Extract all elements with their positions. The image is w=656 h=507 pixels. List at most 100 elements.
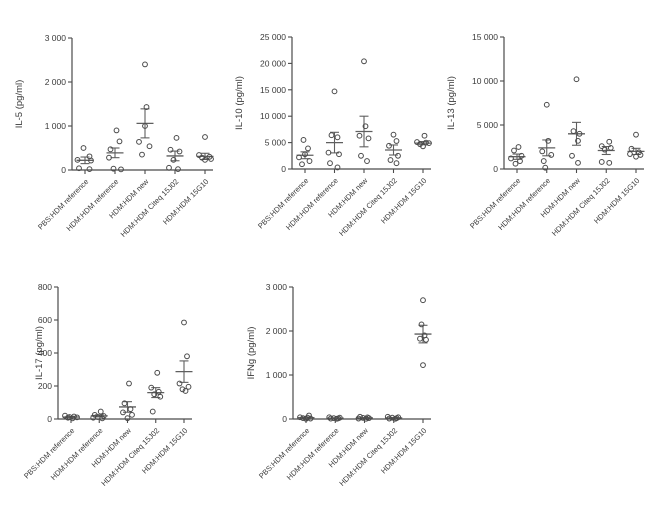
data-point [417,335,423,342]
data-point [118,166,124,173]
data-point [336,151,342,158]
data-point [358,152,364,159]
data-point [327,160,333,167]
data-point [182,388,189,394]
data-point [601,146,608,153]
data-point [575,159,581,166]
data-point [136,138,142,145]
data-point [364,158,370,164]
data-point [306,158,313,164]
data-point [393,160,400,167]
data-point [361,58,367,65]
data-point [356,132,363,139]
y-tick-label: 20 000 [260,58,286,68]
data-point [575,137,581,144]
data-point [539,148,546,155]
data-point [116,138,123,145]
data-point [334,164,341,171]
data-point [97,408,104,415]
data-point [607,144,614,151]
data-point [157,393,164,400]
data-point [299,161,305,168]
data-point [569,152,575,159]
x-tick-label: HDM:HDM reference [496,176,552,232]
data-point [69,415,76,422]
y-tick-label: 10 000 [260,111,286,121]
data-point [423,139,429,146]
data-point [142,123,148,129]
data-point [325,149,332,156]
data-point [570,128,577,135]
data-point [90,414,97,421]
data-point [148,384,155,391]
data-point [598,143,605,150]
y-tick-label: 5 000 [265,138,287,148]
x-tick-label: PBS:HDM reference [256,176,310,230]
data-point [393,138,400,144]
error-bar [414,324,432,344]
y-tick-label: 0 [61,165,66,175]
y-tick-label: 0 [281,164,286,174]
chart-il13: IL-13 (pg/ml) 0 5 000 10 000 15 000 PBS:HDM r… [446,32,645,238]
error-bar [76,156,94,165]
data-point [107,146,114,153]
y-tick-label: 1 000 [266,370,288,380]
x-tick-label: HDM:HDM reference [284,176,340,232]
data-point [185,383,192,390]
x-tick-label: PBS:HDM reference [36,177,90,231]
data-point [627,151,633,157]
data-point [124,415,131,422]
data-point [517,158,523,164]
data-point [139,151,145,158]
error-bar [106,147,124,159]
data-point [202,134,208,140]
data-point [154,369,161,376]
data-point [129,411,135,418]
x-tick-label: PBS:HDM reference [22,426,76,480]
data-point [518,152,525,159]
y-tick-label: 2 000 [45,77,67,87]
data-point [576,130,583,137]
y-tick-label: 0 [47,414,52,424]
data-point [421,132,428,139]
data-point [543,101,550,108]
data-point [142,61,148,68]
data-point [167,146,174,153]
data-point [86,166,93,173]
data-point [113,127,120,134]
data-point [126,380,132,387]
data-point [512,160,519,167]
data-point [423,336,429,343]
error-bar [355,115,373,148]
data-point [390,131,397,138]
data-point [302,151,308,158]
data-point [88,157,94,164]
error-bar [119,401,136,413]
y-tick-label: 0 [282,414,287,424]
data-point [606,159,613,166]
data-point [508,155,514,162]
data-point [392,415,399,422]
data-point [99,415,106,422]
y-tick-label: 0 [493,164,498,174]
y-tick-label: 10 000 [472,76,498,86]
error-bar [175,360,193,383]
data-point [106,154,112,161]
y-tick-label: 15 000 [472,32,498,42]
data-point [297,414,303,421]
data-point [151,391,158,398]
data-point [386,142,392,149]
data-point [606,138,613,145]
data-point [327,415,334,422]
data-point [628,145,635,152]
y-tick-label: 600 [38,315,52,325]
data-point [176,148,183,155]
data-point [80,145,87,151]
data-point [303,415,309,422]
data-point [74,156,81,163]
data-point [386,415,393,422]
data-point [179,386,186,393]
data-point [395,152,401,159]
y-axis-title-il10: IL-10 (pg/ml) [234,76,245,130]
